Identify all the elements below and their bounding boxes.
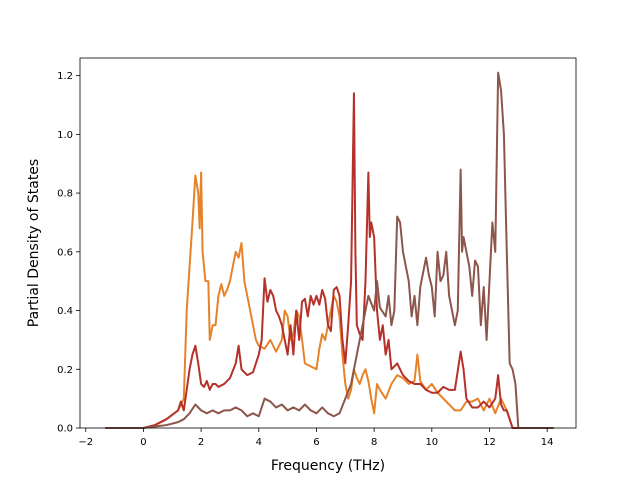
series-line-2 <box>104 92 554 429</box>
y-tick-label: 0.2 <box>57 365 73 376</box>
x-tick-label: 12 <box>483 437 496 448</box>
x-tick-label: 4 <box>256 437 262 448</box>
y-tick-label: 0.8 <box>57 189 73 200</box>
x-tick-label: 14 <box>541 437 554 448</box>
x-axis-label: Frequency (THz) <box>271 458 385 474</box>
x-tick-label: 8 <box>371 437 377 448</box>
y-tick-label: 0.6 <box>57 247 73 258</box>
y-tick-label: 1.0 <box>57 130 73 141</box>
x-tick-label: −2 <box>78 437 93 448</box>
x-axis: −2 0 2 4 6 8 10 12 14 <box>78 428 554 448</box>
y-tick-label: 0.0 <box>57 424 73 435</box>
series-line-1 <box>104 171 554 429</box>
series-layer <box>104 71 554 429</box>
y-tick-label: 0.4 <box>57 306 73 317</box>
y-axis-label: Partial Density of States <box>26 159 42 327</box>
axes-frame <box>79 57 577 429</box>
y-tick-label: 1.2 <box>57 71 73 82</box>
plot-area <box>79 57 577 429</box>
x-tick-label: 6 <box>313 437 319 448</box>
x-tick-label: 2 <box>198 437 204 448</box>
y-axis: 0.0 0.2 0.4 0.6 0.8 1.0 1.2 <box>57 71 80 435</box>
series-line-3 <box>104 71 554 429</box>
x-tick-label: 10 <box>425 437 438 448</box>
x-tick-label: 0 <box>140 437 146 448</box>
